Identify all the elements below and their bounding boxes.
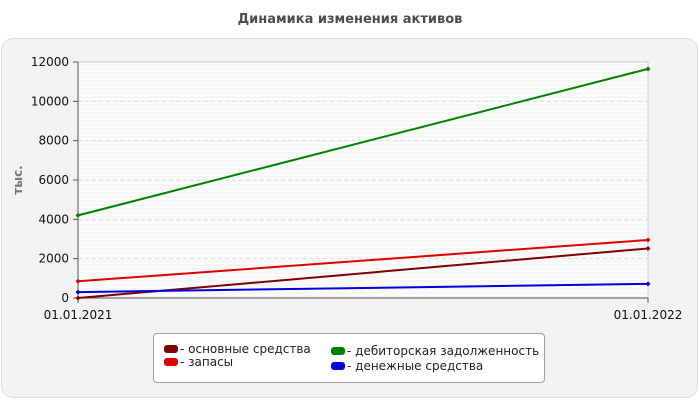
- y-tick-label: 2000: [38, 252, 69, 266]
- legend-label: - дебиторская задолженность: [347, 344, 540, 358]
- legend-label: - основные средства: [180, 342, 311, 356]
- legend-swatch: [164, 357, 178, 366]
- x-tick-label: 01.01.2022: [614, 308, 683, 322]
- data-point: [645, 245, 651, 251]
- legend-item-inventory: - запасы: [164, 355, 233, 369]
- series-line: [77, 282, 649, 294]
- chart-title: Динамика изменения активов: [237, 12, 463, 27]
- y-axis-label: тыс.: [11, 165, 25, 194]
- y-tick-label: 8000: [38, 134, 69, 148]
- legend-swatch: [331, 361, 345, 370]
- legend-item-receivables: - дебиторская задолженность: [331, 344, 539, 358]
- data-point: [75, 212, 81, 218]
- y-tick-label: 12000: [31, 55, 69, 69]
- data-point: [75, 289, 81, 295]
- data-point: [645, 237, 651, 243]
- legend: - основные средства - запасы - дебиторск…: [153, 333, 545, 383]
- data-point: [645, 66, 651, 72]
- data-point: [75, 295, 81, 301]
- legend-swatch: [164, 344, 178, 353]
- data-point: [75, 278, 81, 284]
- legend-item-fixed-assets: - основные средства: [164, 342, 311, 356]
- x-tick-label: 01.01.2021: [44, 308, 113, 322]
- series-line: [77, 238, 649, 283]
- y-tick-label: 0: [61, 291, 69, 305]
- y-tick-label: 6000: [38, 173, 69, 187]
- y-tick-label: 4000: [38, 212, 69, 226]
- y-tick-label: 10000: [31, 94, 69, 108]
- legend-label: - денежные средства: [347, 359, 484, 373]
- legend-swatch: [331, 346, 345, 355]
- data-point: [645, 281, 651, 287]
- series-line: [77, 67, 649, 217]
- legend-label: - запасы: [180, 355, 234, 369]
- legend-item-cash: - денежные средства: [331, 359, 483, 373]
